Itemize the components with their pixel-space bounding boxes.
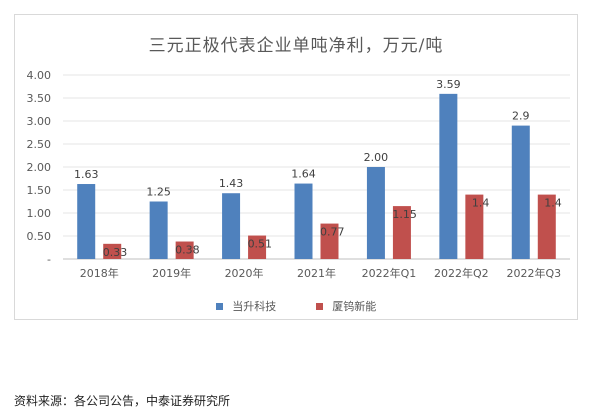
y-tick-label: 4.00	[27, 69, 52, 82]
data-label-series-1: 1.63	[74, 168, 99, 181]
legend-swatch-series-2	[315, 302, 323, 310]
bar-series-2	[248, 235, 267, 259]
data-label-series-1: 3.59	[436, 78, 461, 91]
y-tick-label: 3.00	[27, 115, 52, 128]
data-label-series-1: 1.25	[146, 186, 171, 199]
y-tick-label: 0.50	[27, 230, 52, 243]
bar-series-2	[392, 206, 411, 259]
chart-frame: 三元正极代表企业单吨净利，万元/吨 4.00 3.50 3.00 2.50 2.00 1.…	[14, 14, 578, 320]
y-tick-label: 1.50	[27, 184, 52, 197]
bar-series-1	[439, 93, 458, 259]
bar-chart: 4.00 3.50 3.00 2.50 2.00 1.50 1.00 0.50 - 1.63 0.3…	[27, 69, 570, 280]
x-tick-label: 2018年	[80, 266, 119, 280]
data-label-series-1: 2.9	[512, 110, 530, 123]
data-label-series-2: 0.77	[320, 226, 345, 239]
data-label-series-1: 1.43	[219, 177, 244, 190]
x-tick-label: 2022年Q1	[362, 266, 417, 280]
data-label-series-2: 1.15	[392, 208, 417, 221]
legend-label-series-1: 当升科技	[232, 300, 277, 313]
bar-series-1	[294, 183, 313, 259]
bar-series-2	[537, 194, 556, 259]
bar-series-2	[175, 241, 194, 259]
bar-series-2	[320, 223, 339, 259]
x-tick-label: 2020年	[225, 266, 264, 280]
bar-series-2	[465, 194, 484, 259]
data-label-series-1: 1.64	[291, 168, 316, 181]
data-label-series-2: 1.4	[472, 197, 490, 210]
data-label-series-2: 0.38	[175, 244, 200, 257]
legend-item-series-1: 当升科技	[215, 298, 277, 314]
chart-title: 三元正极代表企业单吨净利，万元/吨	[148, 36, 444, 56]
y-tick-label: 2.00	[27, 161, 52, 174]
source-note: 资料来源：各公司公告，中泰证券研究所	[14, 394, 231, 408]
legend-swatch-series-1	[215, 302, 223, 310]
chart-legend: 当升科技 厦钨新能	[15, 298, 577, 314]
y-tick-label: -	[47, 253, 51, 266]
legend-label-series-2: 厦钨新能	[332, 300, 377, 313]
y-tick-label: 1.00	[27, 207, 52, 220]
x-tick-label: 2022年Q2	[434, 266, 489, 280]
bar-series-1	[149, 201, 168, 259]
data-label-series-1: 2.00	[364, 151, 389, 164]
x-tick-label: 2022年Q3	[506, 266, 561, 280]
bar-series-1	[77, 184, 96, 259]
y-tick-label: 3.50	[27, 92, 52, 105]
data-label-series-2: 0.51	[248, 238, 273, 251]
data-label-series-2: 1.4	[544, 197, 562, 210]
bar-series-1	[511, 125, 530, 259]
data-label-series-2: 0.33	[103, 246, 128, 259]
bar-series-2	[103, 243, 122, 259]
bar-series-1	[222, 193, 241, 259]
bar-series-1	[366, 167, 385, 259]
x-tick-label: 2019年	[152, 266, 191, 280]
legend-item-series-2: 厦钨新能	[315, 298, 377, 314]
y-tick-label: 2.50	[27, 138, 52, 151]
x-tick-label: 2021年	[297, 266, 336, 280]
